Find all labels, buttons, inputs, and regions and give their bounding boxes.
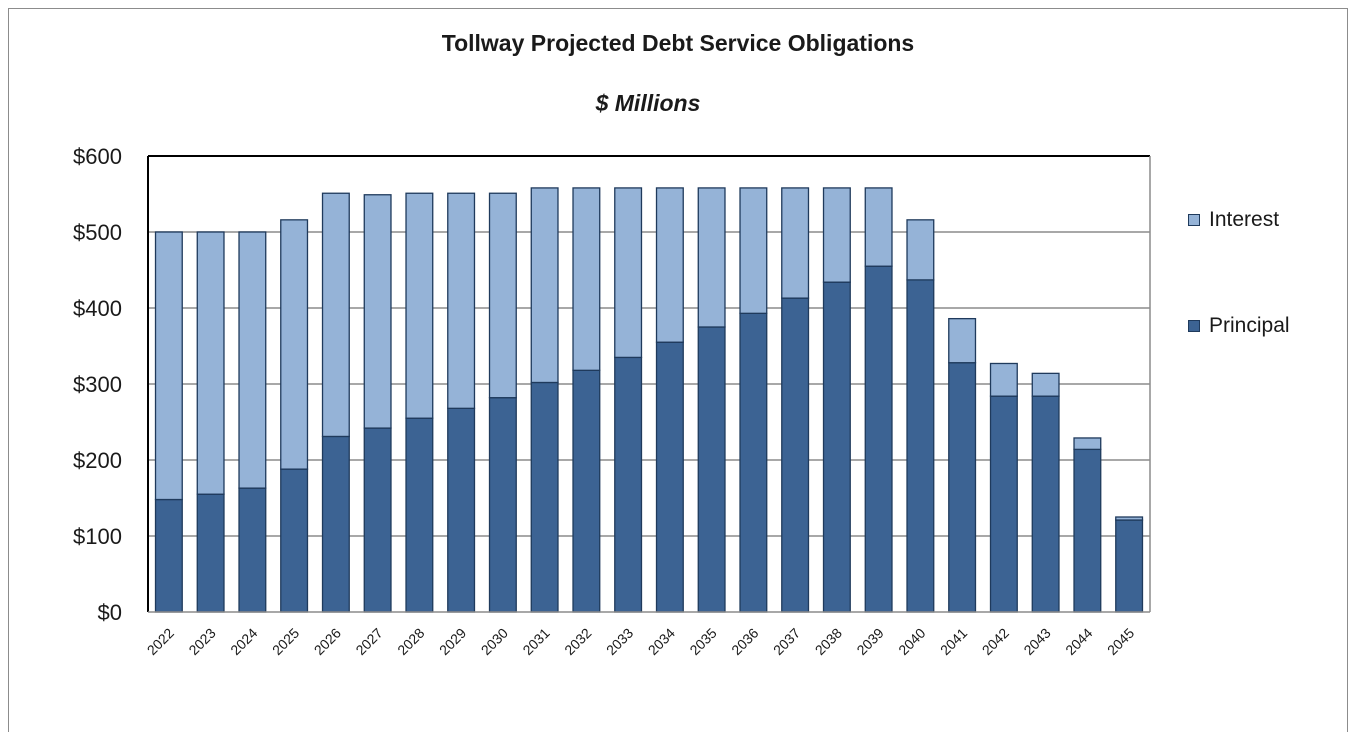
bar-segment-principal: [280, 468, 309, 613]
bar-segment-interest: [405, 192, 434, 419]
bar-segment-interest: [1031, 372, 1060, 397]
bar-segment-interest: [530, 187, 559, 384]
bar-segment-principal: [196, 493, 225, 613]
bar-segment-interest: [280, 219, 309, 470]
x-tick-label: 2040: [895, 625, 928, 658]
bar-segment-principal: [614, 356, 643, 613]
bar-segment-principal: [488, 397, 517, 613]
x-tick-label: 2028: [394, 625, 427, 658]
bar-segment-principal: [405, 417, 434, 613]
bar-segment-interest: [822, 187, 851, 283]
x-tick-label: 2026: [311, 625, 344, 658]
bar-segment-principal: [363, 427, 392, 613]
bar-segment-interest: [154, 231, 183, 501]
bar-segment-principal: [530, 381, 559, 613]
bar-segment-interest: [697, 187, 726, 328]
bar-segment-interest: [781, 187, 810, 299]
bar-segment-interest: [989, 362, 1018, 397]
y-tick-label: $0: [98, 600, 122, 625]
y-tick-label: $300: [73, 372, 122, 397]
bar-segment-principal: [739, 312, 768, 613]
bar-segment-interest: [739, 187, 768, 314]
legend-swatch-interest: [1188, 214, 1200, 226]
bar-segment-principal: [822, 281, 851, 613]
bar-segment-principal: [1073, 448, 1102, 613]
bar-segment-interest: [1115, 516, 1144, 521]
bar-segment-principal: [655, 341, 684, 613]
x-tick-label: 2032: [561, 625, 594, 658]
bar-segment-principal: [906, 279, 935, 613]
bar-segment-principal: [447, 407, 476, 613]
legend-item-principal: Principal: [1188, 314, 1290, 338]
bar-segment-interest: [572, 187, 601, 371]
y-tick-label: $500: [73, 220, 122, 245]
x-tick-label: 2034: [645, 625, 678, 658]
bar-segment-principal: [321, 435, 350, 613]
x-tick-label: 2037: [770, 625, 803, 658]
x-tick-label: 2033: [603, 625, 636, 658]
bar-segment-principal: [948, 362, 977, 613]
x-tick-label: 2044: [1062, 625, 1095, 658]
x-tick-label: 2031: [519, 625, 552, 658]
bar-segment-principal: [572, 369, 601, 613]
x-tick-label: 2042: [979, 625, 1012, 658]
bar-segment-interest: [906, 219, 935, 281]
x-tick-label: 2043: [1020, 625, 1053, 658]
bar-segment-principal: [154, 498, 183, 613]
x-tick-label: 2024: [227, 625, 260, 658]
bar-segment-interest: [948, 317, 977, 364]
y-tick-label: $200: [73, 448, 122, 473]
x-tick-label: 2022: [144, 625, 177, 658]
x-tick-label: 2027: [352, 625, 385, 658]
x-tick-label: 2038: [812, 625, 845, 658]
bar-segment-principal: [781, 297, 810, 613]
y-tick-label: $100: [73, 524, 122, 549]
y-tick-label: $400: [73, 296, 122, 321]
bar-segment-interest: [321, 192, 350, 438]
bar-segment-interest: [196, 231, 225, 495]
bar-segment-principal: [989, 395, 1018, 613]
x-tick-label: 2029: [436, 625, 469, 658]
chart-subtitle: $ Millions: [595, 90, 701, 116]
bar-segment-principal: [1031, 395, 1060, 613]
bar-segment-interest: [447, 192, 476, 409]
bar-segment-interest: [238, 231, 267, 489]
legend-label-principal: Principal: [1209, 314, 1290, 337]
x-tick-label: 2045: [1104, 625, 1137, 658]
x-tick-label: 2035: [686, 625, 719, 658]
legend-item-interest: Interest: [1188, 208, 1279, 232]
bar-segment-interest: [363, 194, 392, 429]
bar-segment-interest: [614, 187, 643, 359]
bar-segment-principal: [1115, 519, 1144, 613]
bar-segment-principal: [864, 265, 893, 613]
x-tick-label: 2023: [185, 625, 218, 658]
bar-segment-principal: [238, 487, 267, 613]
x-tick-label: 2025: [269, 625, 302, 658]
bar-segment-interest: [488, 192, 517, 399]
legend-swatch-principal: [1188, 320, 1200, 332]
bar-segment-interest: [1073, 437, 1102, 451]
x-tick-label: 2041: [937, 625, 970, 658]
bar-segment-principal: [697, 326, 726, 613]
bar-segment-interest: [655, 187, 684, 343]
chart-title: Tollway Projected Debt Service Obligatio…: [441, 30, 915, 56]
x-tick-label: 2039: [853, 625, 886, 658]
legend-label-interest: Interest: [1209, 208, 1280, 231]
x-tick-label: 2030: [478, 625, 511, 658]
y-tick-label: $600: [73, 144, 122, 169]
bar-segment-interest: [864, 187, 893, 267]
x-tick-label: 2036: [728, 625, 761, 658]
